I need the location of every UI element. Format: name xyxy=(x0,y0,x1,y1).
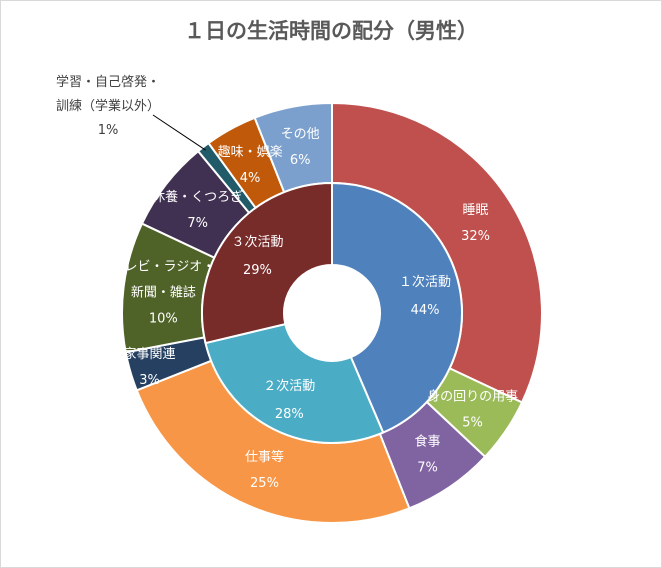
outer-label-7: 学習・自己啓発・訓練（学業以外） 1% xyxy=(56,74,160,138)
outer-label-5: テレビ・ラジオ・新聞・雑誌 10% xyxy=(111,260,215,327)
inner-slice-0 xyxy=(331,181,463,434)
outer-label-6: 休養・くつろぎ 7% xyxy=(152,189,243,231)
inner-slice-2 xyxy=(201,181,333,345)
outer-label-0: 睡眠 32% xyxy=(461,203,490,244)
outer-label-9: その他 6% xyxy=(281,127,320,168)
inner-label-0: １次活動 44% xyxy=(399,274,451,318)
inner-label-2: ３次活動 29% xyxy=(231,234,283,278)
outer-label-2: 食事 7% xyxy=(415,434,441,476)
outer-label-3: 仕事等 25% xyxy=(245,449,284,491)
chart-title: １日の生活時間の配分（男性） xyxy=(184,19,478,43)
outer-label-4: 家事関連 3% xyxy=(124,346,176,388)
inner-label-1: ２次活動 28% xyxy=(263,378,315,422)
leader-line xyxy=(152,114,207,151)
inner-slice-1 xyxy=(204,322,385,444)
outer-label-1: 身の回りの用事 5% xyxy=(427,389,518,431)
outer-label-8: 趣味・娯楽 4% xyxy=(218,144,283,186)
